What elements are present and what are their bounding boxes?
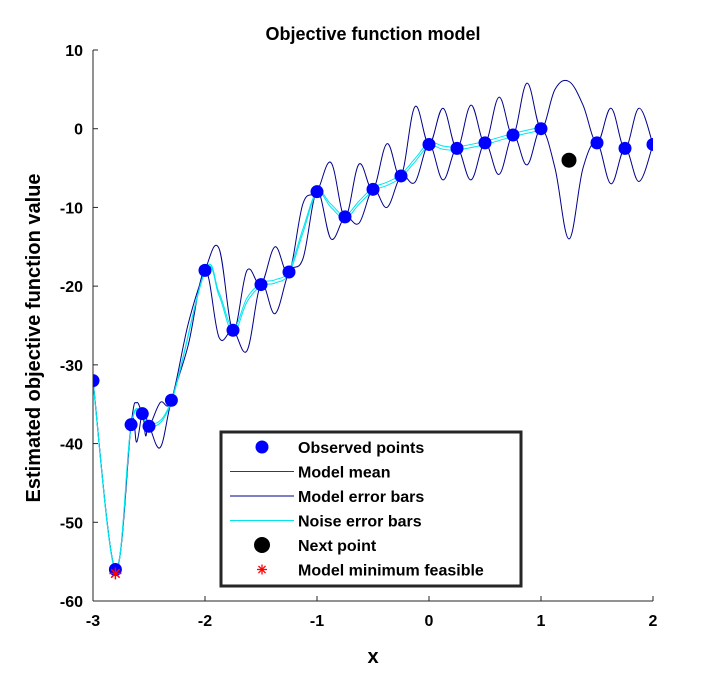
y-tick-label: -60 — [60, 594, 83, 611]
legend-box — [219, 430, 523, 588]
y-tick-label: -20 — [60, 279, 83, 296]
observed-point — [93, 374, 100, 388]
legend-label: Model mean — [298, 465, 390, 482]
observed-point — [394, 169, 408, 183]
legend-entry: Next point — [254, 537, 377, 555]
x-tick-label: 1 — [537, 613, 546, 630]
observed-point — [135, 407, 149, 421]
observed-point — [590, 136, 604, 150]
observed-point — [198, 263, 212, 277]
observed-point — [366, 182, 380, 196]
y-tick-label: 0 — [74, 122, 83, 139]
observed-point — [422, 137, 436, 151]
x-tick-label: -1 — [310, 613, 324, 630]
legend-entry: Model error bars — [230, 489, 424, 506]
x-tick-label: 0 — [425, 613, 434, 630]
legend-label: Next point — [298, 538, 377, 555]
observed-point — [618, 141, 632, 155]
observed-point — [338, 210, 352, 224]
y-axis-label: Estimated objective function value — [23, 174, 45, 503]
star-stroke — [110, 568, 121, 579]
plot-area — [93, 79, 653, 580]
x-axis-label: x — [367, 646, 378, 668]
x-tick-label: -3 — [86, 613, 100, 630]
observed-point — [164, 393, 178, 407]
legend-entry: Noise error bars — [230, 514, 422, 531]
plot-series-group — [93, 79, 653, 580]
y-tick-label: -40 — [60, 437, 83, 454]
y-tick-label: -30 — [60, 358, 83, 375]
x-tick-label: -2 — [198, 613, 212, 630]
star-stroke — [258, 565, 266, 574]
legend-entry: Model mean — [230, 465, 390, 482]
y-tick-label: -50 — [60, 515, 83, 532]
legend-symbol — [257, 564, 267, 575]
legend-label: Model error bars — [298, 489, 424, 506]
model-minimum-star — [109, 567, 122, 580]
observed-point — [478, 136, 492, 150]
observed-point — [142, 419, 156, 433]
legend-label: Noise error bars — [298, 514, 422, 531]
legend-symbol — [255, 440, 269, 454]
observed-point — [534, 122, 548, 136]
x-tick-label: 2 — [649, 613, 658, 630]
observed-point — [450, 141, 464, 155]
observed-point — [506, 128, 520, 142]
observed-point — [124, 418, 138, 432]
legend-entry: Model minimum feasible — [257, 563, 484, 580]
observed-point — [310, 185, 324, 199]
observed-point — [226, 323, 240, 337]
next-point — [561, 152, 577, 168]
legend-label: Model minimum feasible — [298, 563, 484, 580]
chart-title: Objective function model — [265, 24, 480, 44]
legend: Observed points Model mean Model error bar… — [219, 430, 523, 588]
observed-point — [282, 265, 296, 279]
legend-symbol — [254, 537, 270, 553]
y-tick-label: -10 — [60, 200, 83, 217]
legend-entry: Observed points — [255, 440, 424, 457]
legend-label: Observed points — [298, 440, 424, 457]
observed-point — [254, 278, 268, 292]
observed-point — [646, 137, 653, 151]
y-tick-label: 10 — [65, 43, 83, 60]
